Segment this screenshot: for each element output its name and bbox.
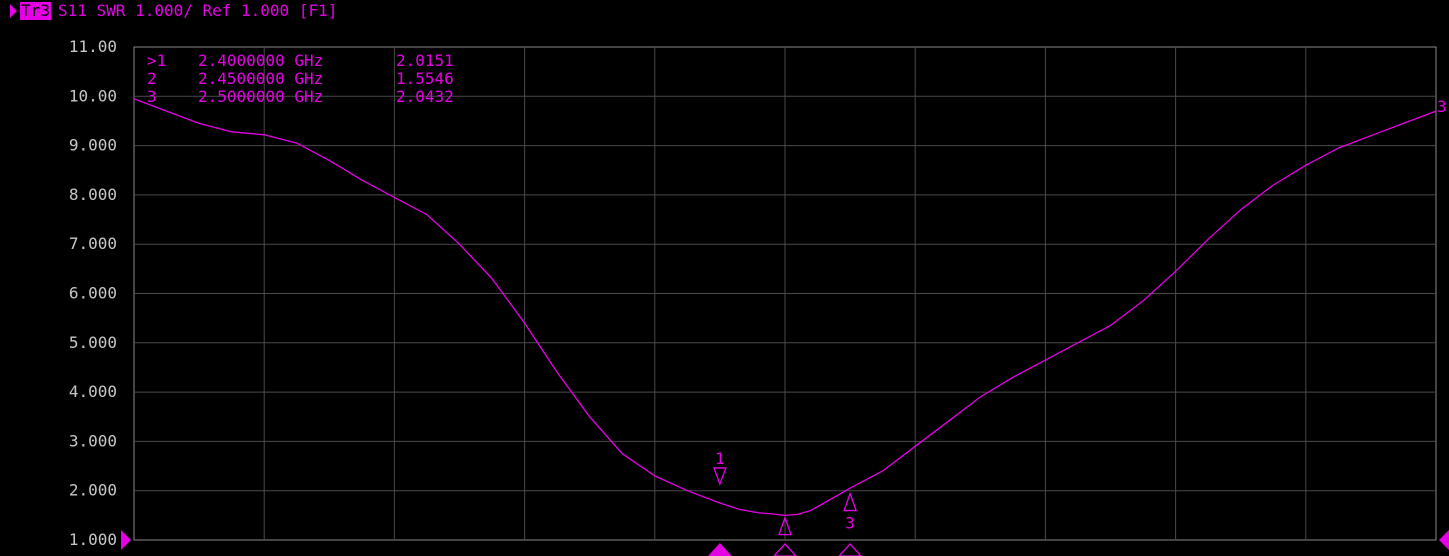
marker-table-freq: 2.4000000 GHz xyxy=(198,51,323,70)
marker-1-label: 1 xyxy=(715,449,725,468)
marker-3-triangle-icon[interactable] xyxy=(843,491,858,512)
right-edge-arrow-icon xyxy=(1439,530,1449,550)
y-tick-label: 9.000 xyxy=(69,136,117,155)
trace-end-label: 3 xyxy=(1437,97,1447,116)
y-tick-label: 11.00 xyxy=(69,37,117,56)
marker-table-value: 2.0432 xyxy=(396,87,454,106)
marker-table-id: 2 xyxy=(147,69,157,88)
marker-glyphs: 13 xyxy=(708,449,862,556)
swr-trace-line xyxy=(133,98,1437,517)
marker-table: >1 2.4000000 GHz 2.0151 2 2.4500000 GHz 1.554… xyxy=(147,51,454,106)
y-tick-label: 6.000 xyxy=(69,284,117,303)
y-tick-labels: 11.00 10.00 9.000 8.000 7.000 6.000 5.000 4.000… xyxy=(69,37,117,549)
marker-table-id: 3 xyxy=(147,87,157,106)
gridlines xyxy=(134,47,1436,540)
reference-level-arrow-icon[interactable] xyxy=(121,530,131,550)
marker-2-bottom-indicator-icon[interactable] xyxy=(773,543,797,556)
marker-table-freq: 2.4500000 GHz xyxy=(198,69,323,88)
marker-1-triangle-icon[interactable] xyxy=(712,467,727,486)
y-tick-label: 4.000 xyxy=(69,382,117,401)
y-tick-label: 1.000 xyxy=(69,530,117,549)
trace-tag-badge[interactable] xyxy=(20,2,51,20)
trace-tag: Tr3 xyxy=(21,1,50,20)
trace-info: S11 SWR 1.000/ Ref 1.000 [F1] xyxy=(58,1,337,20)
marker-table-value: 2.0151 xyxy=(396,51,454,70)
marker-2-triangle-icon[interactable] xyxy=(778,515,792,536)
marker-3-label: 3 xyxy=(845,514,855,533)
active-trace-arrow-icon[interactable] xyxy=(10,4,17,18)
marker-table-freq: 2.5000000 GHz xyxy=(198,87,323,106)
marker-table-id: >1 xyxy=(147,51,166,70)
marker-1-bottom-indicator-icon[interactable] xyxy=(708,543,732,556)
marker-table-value: 1.5546 xyxy=(396,69,454,88)
y-tick-label: 5.000 xyxy=(69,333,117,352)
marker-3-bottom-indicator-icon[interactable] xyxy=(838,543,862,556)
y-tick-label: 10.00 xyxy=(69,86,117,105)
y-tick-label: 7.000 xyxy=(69,234,117,253)
y-tick-label: 3.000 xyxy=(69,431,117,450)
y-tick-label: 2.000 xyxy=(69,481,117,500)
y-tick-label: 8.000 xyxy=(69,185,117,204)
